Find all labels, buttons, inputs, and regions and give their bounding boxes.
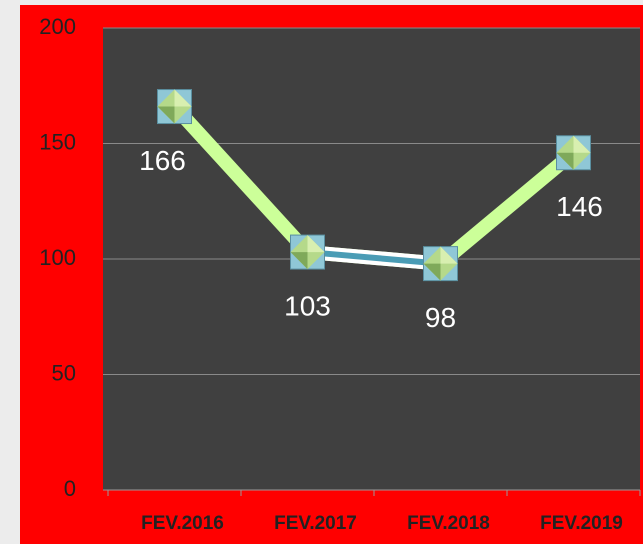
x-tick-label: FEV.2018 (407, 513, 490, 534)
marker-facet-dark (423, 263, 441, 281)
marker-facet (573, 135, 591, 153)
data-label: 103 (284, 290, 331, 321)
marker-facet (174, 89, 192, 107)
segment (307, 249, 441, 267)
y-tick-label: 0 (64, 476, 76, 501)
y-tick-label: 50 (52, 360, 76, 385)
marker (556, 135, 591, 171)
data-label: 98 (425, 302, 456, 333)
x-tick-label: FEV.2017 (274, 513, 357, 534)
y-tick-label: 200 (39, 14, 76, 39)
marker (423, 246, 458, 282)
marker-facet-dark (157, 106, 175, 124)
marker (290, 234, 325, 270)
marker-facet (440, 246, 458, 264)
y-tick-label: 150 (39, 129, 76, 154)
data-label: 166 (139, 145, 186, 176)
x-tick-label: FEV.2019 (540, 513, 623, 534)
y-tick-label: 100 (39, 245, 76, 270)
x-tick-label: FEV.2016 (141, 513, 224, 534)
data-label: 146 (556, 191, 603, 222)
marker-facet-dark (290, 252, 308, 270)
marker-facet-dark (556, 152, 574, 170)
marker (157, 89, 192, 125)
marker-facet (307, 235, 325, 253)
